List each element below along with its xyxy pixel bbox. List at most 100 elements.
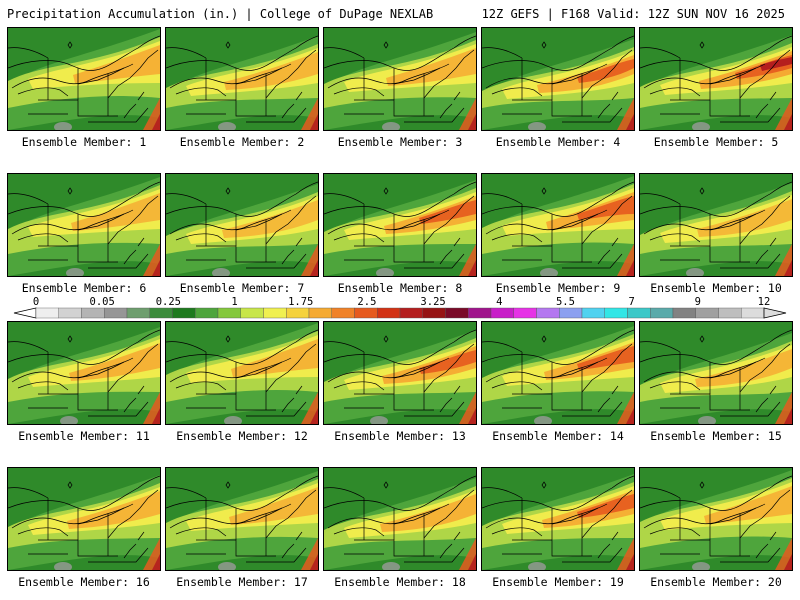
scale-swatch: [240, 307, 264, 319]
map-panel: [639, 173, 793, 277]
scale-tick-label: 3.25: [420, 296, 446, 308]
scale-swatch: [559, 307, 583, 319]
scale-left-arrow: [13, 307, 37, 319]
map-panel: [481, 467, 635, 571]
scale-swatch: [126, 307, 150, 319]
scale-swatch: [286, 307, 310, 319]
panel-label: Ensemble Member: 13: [334, 429, 466, 443]
precipitation-map: [482, 174, 634, 276]
map-panel: [481, 27, 635, 131]
panel-label: Ensemble Member: 2: [179, 135, 305, 149]
panel-label: Ensemble Member: 7: [179, 281, 305, 295]
panel-label: Ensemble Member: 6: [21, 281, 147, 295]
map-panel: [7, 173, 161, 277]
precipitation-map: [166, 174, 318, 276]
panel-label: Ensemble Member: 12: [176, 429, 308, 443]
map-panel: [481, 321, 635, 425]
precipitation-map: [482, 28, 634, 130]
panel-label: Ensemble Member: 19: [492, 575, 624, 589]
scale-tick-label: 9: [694, 296, 701, 308]
scale-tick-label: 4: [496, 296, 503, 308]
scale-swatch: [58, 307, 82, 319]
panel-label: Ensemble Member: 9: [495, 281, 621, 295]
scale-swatch: [627, 307, 651, 319]
scale-swatch: [650, 307, 674, 319]
scale-swatch: [263, 307, 287, 319]
panel-label: Ensemble Member: 10: [650, 281, 782, 295]
precipitation-map: [166, 28, 318, 130]
scale-swatch: [172, 307, 196, 319]
scale-swatch: [513, 307, 537, 319]
panel-label: Ensemble Member: 16: [18, 575, 150, 589]
map-panel: [7, 27, 161, 131]
scale-swatch: [718, 307, 742, 319]
panel-label: Ensemble Member: 4: [495, 135, 621, 149]
scale-swatch: [695, 307, 719, 319]
color-scale: 0 0.05 0.25 1 1.75 2.5 3.25 4 5.5 7 9 12: [0, 296, 800, 320]
scale-swatch: [149, 307, 173, 319]
precipitation-map: [8, 174, 160, 276]
scale-swatch: [490, 307, 514, 319]
scale-swatch: [604, 307, 628, 319]
scale-swatch: [354, 307, 378, 319]
scale-swatch: [536, 307, 560, 319]
map-panel: [165, 173, 319, 277]
precipitation-map: [324, 322, 476, 424]
precipitation-map: [640, 322, 792, 424]
scale-swatch: [445, 307, 469, 319]
map-panel: [165, 27, 319, 131]
scale-swatch: [468, 307, 492, 319]
precipitation-map: [8, 322, 160, 424]
precipitation-map: [8, 468, 160, 570]
precipitation-map: [8, 28, 160, 130]
scale-tick-label: 1: [231, 296, 238, 308]
scale-bar-graphic: [13, 307, 787, 319]
precipitation-map: [640, 174, 792, 276]
scale-right-arrow: [763, 307, 787, 319]
precipitation-map: [166, 322, 318, 424]
scale-swatch: [308, 307, 332, 319]
map-panel: [165, 467, 319, 571]
scale-tick-label: 0.05: [89, 296, 115, 308]
panel-label: Ensemble Member: 11: [18, 429, 150, 443]
map-panel: [639, 321, 793, 425]
map-panel: [639, 27, 793, 131]
precipitation-map: [324, 468, 476, 570]
scale-tick-label: 1.75: [288, 296, 314, 308]
precipitation-map: [482, 468, 634, 570]
scale-tick-label: 0.25: [155, 296, 182, 308]
panel-label: Ensemble Member: 5: [653, 135, 779, 149]
panel-label: Ensemble Member: 18: [334, 575, 466, 589]
panel-label: Ensemble Member: 15: [650, 429, 782, 443]
scale-swatch: [331, 307, 355, 319]
scale-swatch: [422, 307, 446, 319]
map-panel: [639, 467, 793, 571]
panel-label: Ensemble Member: 8: [337, 281, 463, 295]
precipitation-map: [640, 28, 792, 130]
scale-swatch: [195, 307, 219, 319]
scale-swatch: [741, 307, 765, 319]
scale-swatch: [399, 307, 423, 319]
scale-swatch: [217, 307, 241, 319]
scale-swatch: [377, 307, 401, 319]
header: Precipitation Accumulation (in.) | Colle…: [0, 0, 800, 26]
scale-tick-label: 7: [628, 296, 635, 308]
panel-label: Ensemble Member: 17: [176, 575, 308, 589]
scale-tick-label: 0: [32, 296, 40, 308]
precipitation-map: [166, 468, 318, 570]
precipitation-map: [324, 174, 476, 276]
precipitation-map: [324, 28, 476, 130]
scale-swatch: [104, 307, 128, 319]
precipitation-map: [482, 322, 634, 424]
title-left: Precipitation Accumulation (in.) | Colle…: [7, 7, 434, 21]
map-panel: [7, 321, 161, 425]
scale-tick-label: 2.5: [357, 296, 377, 308]
map-panel: [7, 467, 161, 571]
scale-swatch: [581, 307, 605, 319]
scale-tick-label: 12: [757, 296, 771, 308]
scale-swatch: [81, 307, 105, 319]
scale-swatch: [35, 307, 59, 319]
panel-label: Ensemble Member: 14: [492, 429, 624, 443]
panel-label: Ensemble Member: 3: [337, 135, 463, 149]
scale-swatch: [672, 307, 696, 319]
